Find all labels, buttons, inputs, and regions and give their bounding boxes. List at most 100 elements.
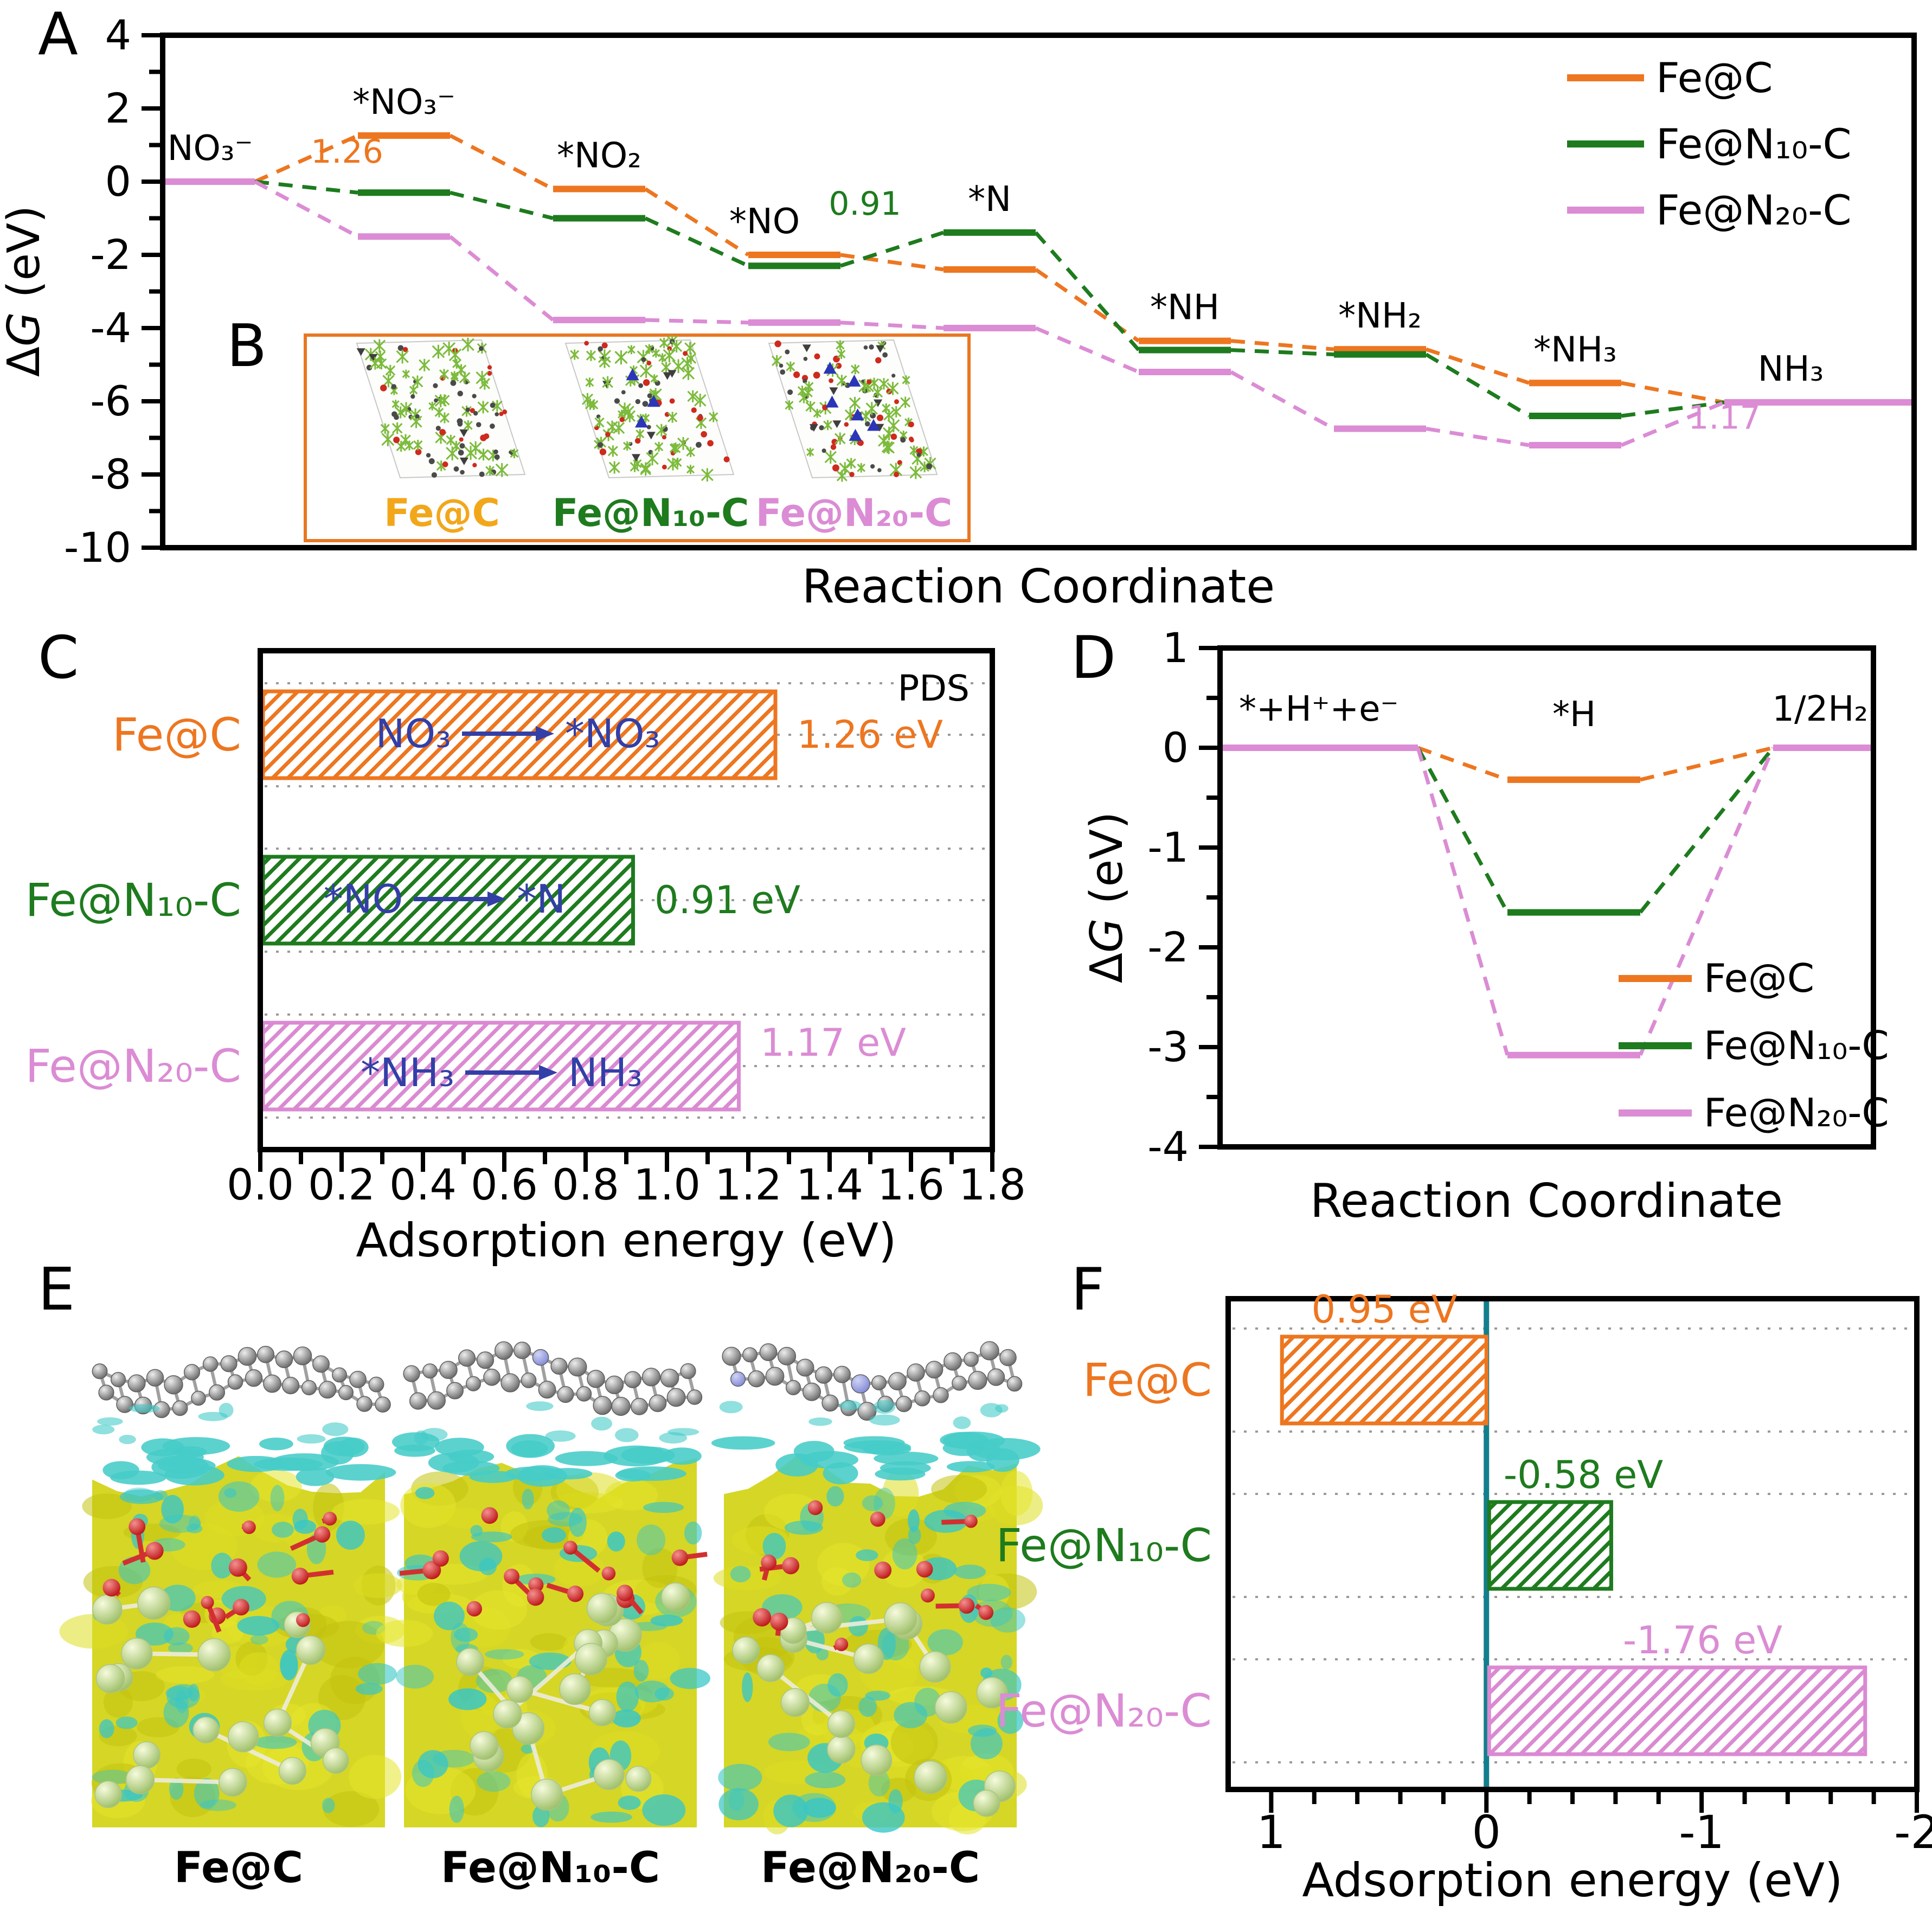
atom-c [397, 345, 404, 351]
barrier-value: 1.26 [311, 133, 383, 171]
energy-connector [1620, 400, 1725, 447]
electron-depletion-blob [165, 1686, 193, 1701]
oxygen-atom [504, 1568, 519, 1584]
atom-c [787, 389, 793, 395]
isosurface-blob [470, 1590, 528, 1630]
energy-connector [840, 320, 944, 330]
atom-wedge [829, 387, 838, 395]
atom-wedge [663, 372, 672, 380]
panel-a-y-axis-title: ΔG (eV) [0, 205, 50, 377]
electron-depletion-blob [271, 1522, 294, 1538]
isosurface-blob [239, 1652, 279, 1685]
carbon-atom [403, 1365, 420, 1382]
atom-c [780, 369, 786, 375]
legend-label: Fe@N₁₀-C [1704, 1023, 1889, 1068]
carbon-atom [943, 1352, 962, 1371]
panel-c-x-axis-title: Adsorption energy (eV) [356, 1214, 897, 1268]
interface-depletion [172, 1446, 207, 1458]
oxygen-atom [978, 1605, 994, 1620]
atom-o [667, 346, 672, 351]
step-label: *NO₂ [557, 136, 641, 176]
carbon-atom [833, 1365, 851, 1383]
atom-c [457, 390, 463, 396]
oxygen-atom [753, 1608, 772, 1627]
electron-depletion-blob [637, 1524, 666, 1556]
oxygen-atom [617, 1584, 633, 1601]
atom-c [803, 356, 808, 361]
step-label: *NH₂ [1338, 296, 1422, 336]
electron-depletion-blob [914, 1688, 941, 1717]
atom-o [908, 437, 914, 442]
electron-depletion-blob [808, 1683, 841, 1712]
electron-depletion-blob [858, 1696, 877, 1717]
carbon-atom [933, 1387, 949, 1403]
y-tick-label: -3 [1147, 1023, 1189, 1071]
panel-d-frame [1217, 645, 1876, 1150]
electron-depletion-blob [168, 1642, 193, 1654]
electron-depletion-blob [607, 1531, 625, 1552]
oxygen-atom [323, 1511, 337, 1526]
isosurface-blob [312, 1621, 385, 1669]
legend-swatch-fec [1619, 974, 1692, 982]
reaction-from: *NH₃ [361, 1050, 454, 1095]
atom-c [458, 450, 464, 456]
atom-c [654, 380, 660, 386]
electron-depletion-blob [476, 1669, 513, 1693]
carbon-atom [521, 1372, 537, 1388]
lattice-outline [768, 339, 938, 479]
metal-atom [278, 1757, 306, 1785]
atom-o [701, 431, 708, 438]
electron-depletion-blob [842, 1572, 862, 1588]
carbon-atom [513, 1342, 531, 1359]
y-tick-label: 0 [105, 157, 131, 206]
carbon-atom [98, 1384, 114, 1401]
atom-o [402, 347, 408, 352]
carbon-atom [338, 1385, 354, 1401]
depletion-wisp [322, 1422, 349, 1436]
metal-atom [218, 1768, 247, 1797]
carbon-atom [427, 1391, 446, 1410]
depletion-wisp [615, 1428, 639, 1442]
x-tick-label: -1 [1679, 1806, 1724, 1859]
atom-wedge [646, 432, 656, 440]
oxygen-atom [183, 1610, 201, 1628]
atom-c [785, 349, 790, 355]
y-tick-label: -1 [1147, 823, 1189, 871]
metal-atom [732, 1636, 760, 1664]
step-label: *NH [1150, 288, 1219, 328]
panel-d-state-initial: *+H⁺+e⁻ [1239, 689, 1399, 729]
panel-f-frame [1225, 1296, 1920, 1792]
carbon-atom [611, 1396, 631, 1416]
atom-o [499, 412, 504, 416]
metal-atom [780, 1688, 810, 1717]
oxygen-atom [964, 1515, 978, 1528]
electron-depletion-blob [542, 1527, 567, 1543]
carbon-atom [110, 1372, 126, 1388]
x-tick-label: 0.2 [308, 1161, 375, 1210]
oxygen-atom [563, 1541, 577, 1555]
carbon-atom [92, 1363, 108, 1380]
electron-depletion-blob [590, 1811, 632, 1823]
electron-depletion-blob [532, 1805, 550, 1827]
atom-c [635, 399, 640, 405]
atom-c [394, 414, 399, 420]
panel-letter-e: E [38, 1256, 75, 1324]
atom-o [857, 440, 864, 446]
carbon-atom [220, 1355, 238, 1372]
oxygen-atom [761, 1554, 777, 1570]
electron-depletion-blob [454, 1627, 478, 1642]
oxygen-atom [296, 1613, 310, 1627]
atom-wedge [459, 457, 468, 465]
carbon-atom [814, 1366, 833, 1384]
energy-connector [254, 179, 358, 195]
atom-o [774, 340, 781, 348]
electron-depletion-blob [163, 1697, 189, 1728]
atom-c [696, 441, 702, 448]
molecular-structure-2 [768, 339, 938, 482]
atom-o [691, 407, 697, 413]
atom-o [908, 421, 914, 428]
electron-depletion-blob [280, 1649, 298, 1680]
electron-depletion-blob [816, 1647, 829, 1661]
energy-connector [450, 190, 554, 220]
oxygen-atom [432, 1550, 449, 1567]
